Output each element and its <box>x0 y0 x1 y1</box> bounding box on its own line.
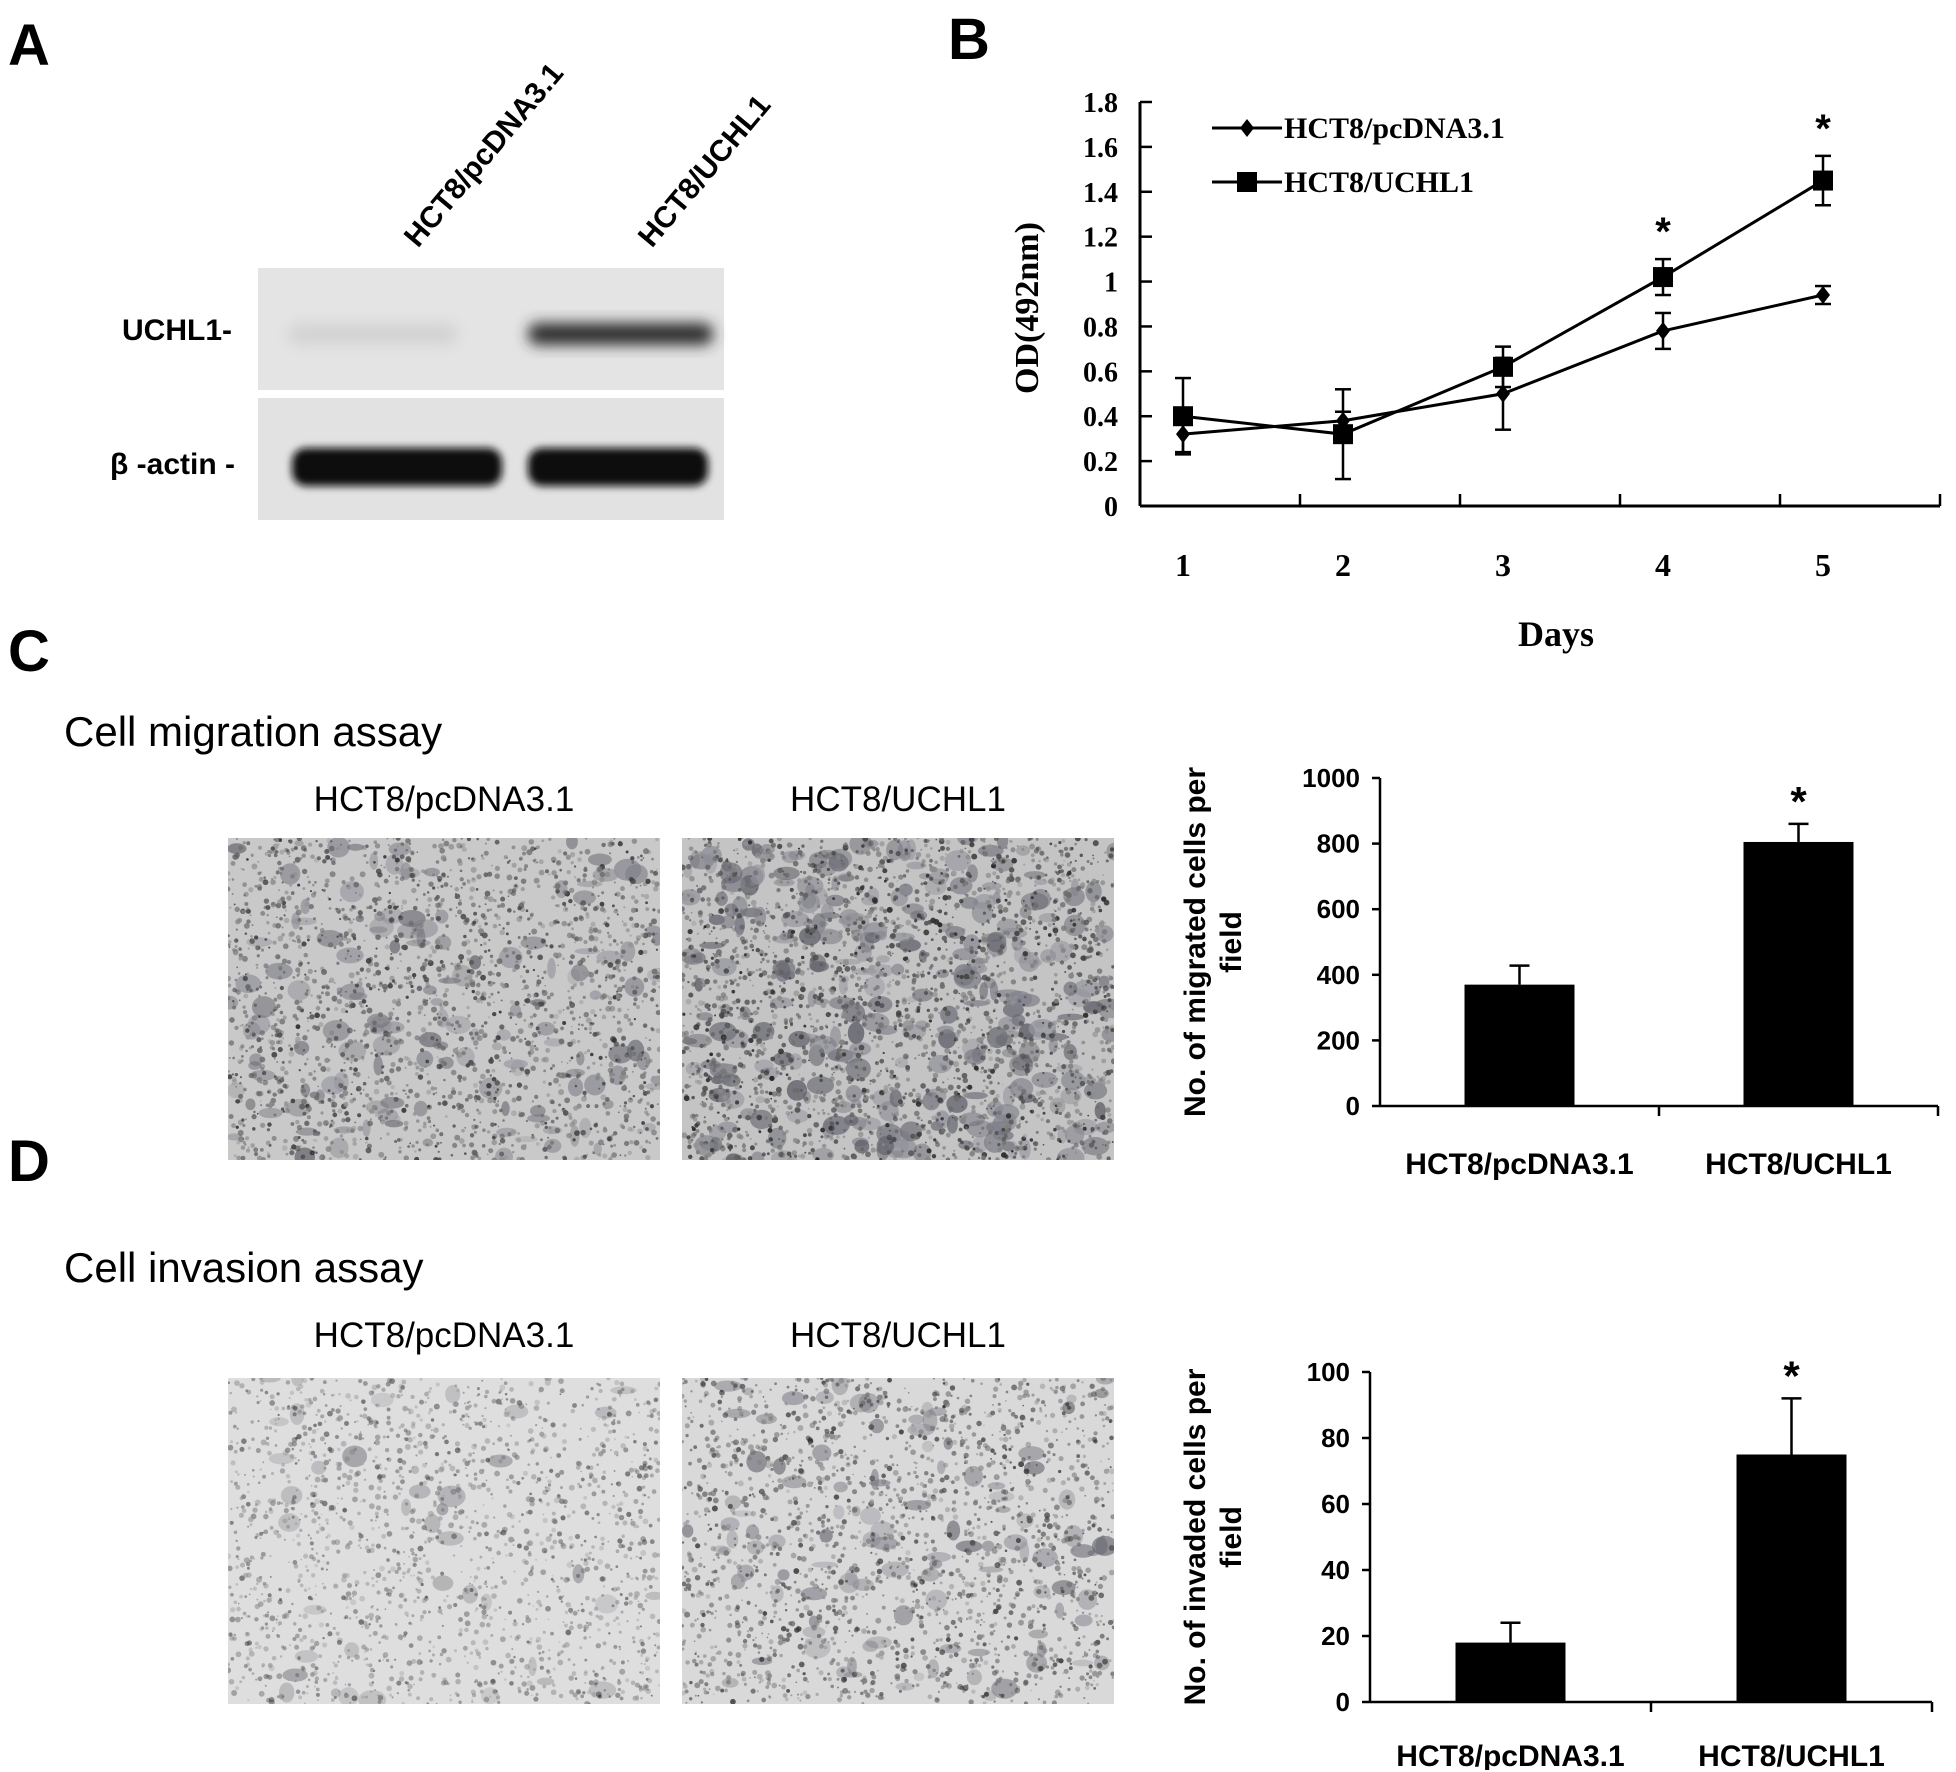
data-point-square <box>1493 356 1513 377</box>
y-tick-label: 0.6 <box>1083 357 1118 388</box>
x-tick-label: 3 <box>1495 547 1511 583</box>
legend-marker-square <box>1237 172 1257 192</box>
x-tick-label: 2 <box>1335 547 1351 583</box>
legend-marker-diamond <box>1240 119 1254 137</box>
y-tick-label: 20 <box>1321 1621 1350 1651</box>
invasion-micrograph-pcdna <box>228 1378 660 1704</box>
x-tick-label: 4 <box>1655 547 1671 583</box>
y-tick-label: 60 <box>1321 1489 1350 1519</box>
y-axis-label-line2: field <box>1215 1506 1248 1568</box>
significance-star: * <box>1815 107 1831 151</box>
y-tick-label: 100 <box>1307 1357 1350 1387</box>
y-tick-label: 0.8 <box>1083 312 1118 343</box>
y-tick-label: 1.2 <box>1083 223 1118 254</box>
y-tick-label: 0 <box>1336 1687 1350 1717</box>
migration-label-uchl1: HCT8/UCHL1 <box>790 780 1006 819</box>
bar-uchl1 <box>1736 1454 1847 1702</box>
micrograph-background <box>682 1378 1114 1704</box>
y-tick-label: 40 <box>1321 1555 1350 1585</box>
legend-label: HCT8/UCHL1 <box>1284 166 1474 199</box>
blot-row-label-actin: β -actin - <box>110 448 235 481</box>
bar-uchl1 <box>1743 841 1854 1106</box>
y-axis-label-line1: No. of invaded cells per <box>1179 1368 1212 1705</box>
migration-section-title: Cell migration assay <box>64 708 443 755</box>
y-axis-label: OD(492nm) <box>1009 222 1046 394</box>
migration-micrograph-uchl1 <box>682 838 1114 1160</box>
y-tick-label: 0.4 <box>1083 402 1118 433</box>
migration-micrograph-pcdna <box>228 838 660 1160</box>
data-point-square <box>1813 170 1833 191</box>
legend-label: HCT8/pcDNA3.1 <box>1284 112 1505 145</box>
y-tick-label: 200 <box>1317 1025 1360 1055</box>
y-tick-label: 0 <box>1104 492 1118 523</box>
bar-pcdna <box>1464 984 1575 1106</box>
x-axis-label: Days <box>1518 614 1594 654</box>
blot-band <box>288 323 458 345</box>
data-point-square <box>1333 424 1353 445</box>
x-tick-label: 1 <box>1175 547 1191 583</box>
micrograph-background <box>228 1378 660 1704</box>
panel-letter-a: A <box>8 13 50 78</box>
growth-curve-chart: 0 0.2 0.4 0.6 0.8 1 1.2 1.4 1.6 1.8 1 2 3 4 5 Days OD(49… <box>1009 88 1942 654</box>
invasion-label-pcdna: HCT8/pcDNA3.1 <box>313 1316 575 1355</box>
blot-band <box>528 448 708 486</box>
invasion-section-title: Cell invasion assay <box>64 1244 424 1291</box>
x-tick-label: 5 <box>1815 547 1831 583</box>
western-blot-image <box>258 268 724 520</box>
invasion-label-uchl1: HCT8/UCHL1 <box>790 1316 1006 1355</box>
migration-label-pcdna: HCT8/pcDNA3.1 <box>313 780 575 819</box>
panel-letter-b: B <box>948 7 990 72</box>
x-category-label: HCT8/pcDNA3.1 <box>1405 1148 1633 1181</box>
y-tick-label: 1.4 <box>1083 178 1118 209</box>
x-category-label: HCT8/UCHL1 <box>1698 1740 1885 1770</box>
significance-star: * <box>1655 210 1671 254</box>
blot-bands-uchl1 <box>288 323 713 345</box>
lane-label-uchl1: HCT8/UCHL1 <box>632 88 778 254</box>
migration-bar-chart: 0 200 400 600 800 1000 HCT8/pcDNA3.1 HCT8/UCHL1… <box>1179 763 1940 1181</box>
y-tick-label: 1000 <box>1302 763 1360 793</box>
invasion-bar-chart: 0 20 40 60 80 100 HCT8/pcDNA3.1 HCT8/UCHL1 * No. … <box>1179 1352 1934 1770</box>
x-category-label: HCT8/pcDNA3.1 <box>1396 1740 1624 1770</box>
significance-star: * <box>1790 778 1807 825</box>
y-tick-label: 0 <box>1346 1091 1360 1121</box>
lane-label-pcdna: HCT8/pcDNA3.1 <box>398 57 571 254</box>
significance-star: * <box>1783 1352 1800 1399</box>
y-tick-label: 0.2 <box>1083 447 1118 478</box>
y-tick-label: 600 <box>1317 894 1360 924</box>
data-point-diamond <box>1816 286 1830 305</box>
invasion-micrograph-uchl1 <box>682 1378 1114 1704</box>
y-tick-label: 80 <box>1321 1423 1350 1453</box>
panel-letter-d: D <box>8 1129 50 1194</box>
y-tick-label: 1.8 <box>1083 88 1118 119</box>
y-tick-label: 1.6 <box>1083 133 1118 164</box>
blot-band <box>528 323 713 345</box>
x-category-label: HCT8/UCHL1 <box>1705 1148 1892 1181</box>
blot-bands-actin <box>292 448 708 486</box>
y-axis-label-line1: No. of migrated cells per <box>1179 767 1212 1117</box>
y-tick-label: 800 <box>1317 829 1360 859</box>
blot-row-label-uchl1: UCHL1- <box>122 314 232 347</box>
data-point-diamond <box>1656 321 1670 340</box>
y-tick-label: 400 <box>1317 960 1360 990</box>
data-point-square <box>1653 267 1673 288</box>
data-point-square <box>1173 406 1193 427</box>
y-tick-label: 1 <box>1104 268 1118 299</box>
data-point-diamond <box>1496 384 1510 403</box>
bar-pcdna <box>1455 1642 1566 1702</box>
y-axis-label-line2: field <box>1215 911 1248 973</box>
panel-letter-c: C <box>8 619 50 684</box>
blot-band <box>292 448 502 486</box>
